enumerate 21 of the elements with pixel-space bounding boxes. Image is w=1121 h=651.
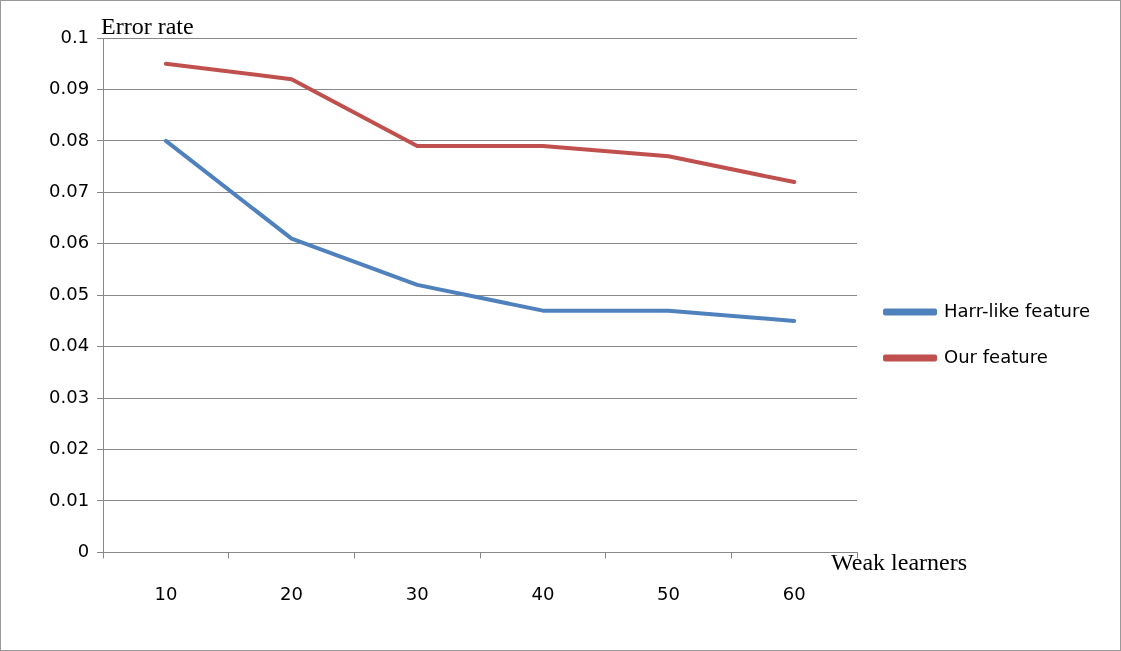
x-axis-title: Weak learners: [831, 549, 968, 576]
y-tick-label: 0.01: [49, 488, 90, 510]
y-tick-label: 0.04: [49, 334, 90, 356]
y-tick-label: 0.07: [49, 179, 90, 201]
x-tick-label: 30: [405, 582, 429, 604]
y-tick-label: 0.09: [49, 77, 90, 99]
x-tick-label: 20: [280, 582, 304, 604]
y-tick-label: 0: [77, 540, 90, 562]
y-tick-label: 0.02: [49, 437, 90, 459]
x-tick-label: 10: [154, 582, 178, 604]
y-tick-label: 0.08: [49, 128, 90, 150]
y-axis-title: Error rate: [101, 13, 194, 39]
legend-label: Harr-like feature: [944, 299, 1091, 321]
legend-label: Our feature: [944, 345, 1048, 367]
y-tick-label: 0.03: [49, 385, 90, 407]
x-tick-label: 60: [782, 582, 806, 604]
y-tick-label: 0.1: [60, 25, 90, 47]
x-tick-label: 40: [531, 582, 555, 604]
x-tick-label: 50: [657, 582, 680, 604]
y-tick-label: 0.06: [49, 231, 90, 253]
y-tick-label: 0.05: [49, 282, 90, 304]
